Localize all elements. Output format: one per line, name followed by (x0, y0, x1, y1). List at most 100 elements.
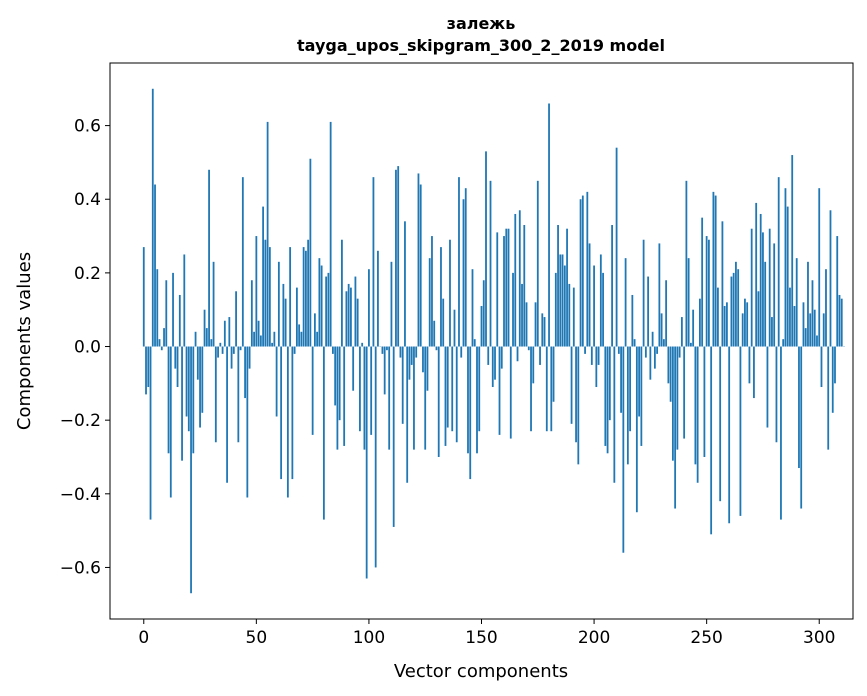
bar (255, 236, 258, 347)
bar (561, 254, 564, 347)
bar (744, 298, 746, 347)
bar (178, 294, 181, 347)
y-tick-label: 0.2 (74, 264, 101, 284)
bar (543, 317, 546, 347)
bar (534, 302, 537, 347)
bar (798, 346, 800, 469)
bar (185, 346, 188, 417)
bar (599, 254, 602, 347)
bar (298, 324, 301, 347)
y-tick-label: −0.2 (60, 411, 101, 431)
bar (284, 298, 287, 347)
bar (241, 177, 244, 347)
bar (554, 272, 557, 347)
bar (545, 346, 548, 432)
bar (169, 346, 172, 498)
bar (671, 346, 674, 461)
bar (590, 346, 593, 365)
bar (615, 147, 618, 347)
bar (586, 191, 589, 347)
bar (336, 346, 339, 450)
x-tick-label: 100 (353, 628, 385, 648)
bar (536, 180, 539, 347)
bar (491, 346, 494, 388)
bar (424, 346, 427, 450)
bar (203, 309, 206, 347)
y-tick-label: −0.6 (60, 558, 101, 578)
bar (320, 265, 323, 347)
bar (791, 155, 794, 347)
bar (277, 261, 280, 347)
bar (422, 346, 424, 373)
bar (737, 269, 740, 347)
bar (710, 346, 713, 535)
bar (196, 346, 199, 380)
x-tick-label: 150 (465, 628, 497, 648)
bar (660, 313, 663, 347)
y-tick-label: 0.4 (74, 190, 101, 210)
bar (368, 269, 370, 347)
bar (723, 306, 726, 347)
bar (494, 346, 496, 380)
bar (527, 346, 530, 351)
bar-series (142, 88, 845, 594)
bar (762, 232, 764, 347)
bar (223, 320, 226, 347)
bar (721, 221, 724, 347)
bar (172, 272, 174, 347)
bar (604, 346, 607, 446)
bar (469, 346, 472, 480)
bar (356, 298, 359, 347)
bar (363, 346, 366, 450)
bar (579, 199, 582, 347)
bar (253, 331, 255, 347)
bar (415, 346, 418, 358)
bar (464, 188, 467, 347)
bar (602, 272, 604, 347)
y-axis-ticks: −0.6 −0.4 −0.2 0.0 0.2 0.4 0.6 (60, 117, 110, 578)
bar (548, 103, 550, 347)
bar (338, 346, 341, 421)
bar (239, 346, 242, 351)
bar (617, 346, 620, 354)
bar (428, 258, 431, 347)
bar (467, 346, 469, 454)
bar (142, 247, 145, 347)
x-tick-label: 50 (246, 628, 268, 648)
bar (350, 287, 352, 347)
bar (167, 346, 170, 454)
bar (563, 265, 566, 347)
bar (453, 309, 456, 347)
bar (160, 346, 163, 351)
bar (719, 346, 722, 502)
bar (694, 346, 697, 465)
bar (699, 298, 701, 347)
bar (717, 287, 719, 347)
bar (426, 346, 429, 391)
bar (440, 247, 442, 347)
x-axis-ticks: 0 50 100 150 200 250 300 (138, 619, 835, 648)
bar (325, 276, 328, 347)
bar (703, 346, 706, 457)
bar (795, 258, 798, 347)
bar (804, 328, 807, 347)
bar (827, 346, 830, 450)
bar (683, 346, 686, 439)
bar (809, 313, 812, 347)
bar (757, 291, 760, 347)
bar (230, 346, 233, 369)
bar (514, 213, 517, 347)
bar (399, 346, 402, 358)
bar (199, 346, 201, 428)
bar (165, 280, 168, 347)
bar (307, 239, 310, 347)
x-tick-label: 250 (690, 628, 722, 648)
bar (250, 280, 253, 347)
bar (624, 258, 627, 347)
bar (212, 261, 215, 347)
bar (651, 331, 654, 347)
bar (539, 346, 541, 365)
bar (266, 121, 269, 347)
bar (521, 283, 523, 347)
